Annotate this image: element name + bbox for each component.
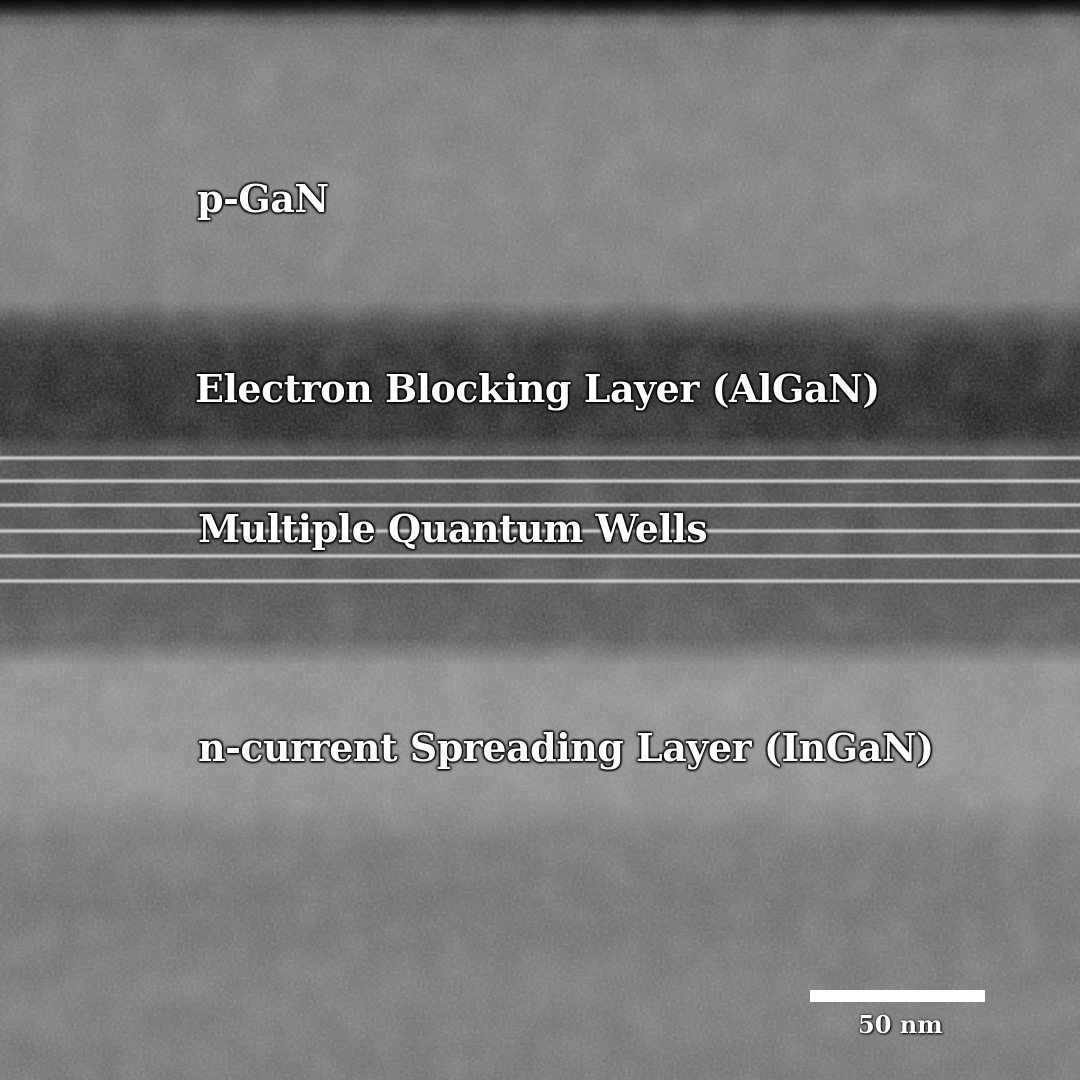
quantum-well-line bbox=[0, 478, 1080, 484]
top-dark-edge bbox=[0, 0, 1080, 18]
quantum-well-line bbox=[0, 502, 1080, 508]
scale-bar-label: 50 nm bbox=[858, 1010, 943, 1039]
layer-label-electron-blocking: Electron Blocking Layer (AlGaN) bbox=[195, 366, 880, 411]
layer-label-quantum-wells: Multiple Quantum Wells bbox=[198, 506, 708, 551]
layer-label-p-gan: p-GaN bbox=[197, 176, 329, 221]
quantum-well-line bbox=[0, 528, 1080, 534]
quantum-well-line bbox=[0, 553, 1080, 559]
quantum-well-line bbox=[0, 455, 1080, 461]
scale-bar bbox=[810, 990, 985, 1002]
quantum-well-line bbox=[0, 578, 1080, 584]
layer-label-current-spreading: n-current Spreading Layer (InGaN) bbox=[198, 725, 934, 770]
